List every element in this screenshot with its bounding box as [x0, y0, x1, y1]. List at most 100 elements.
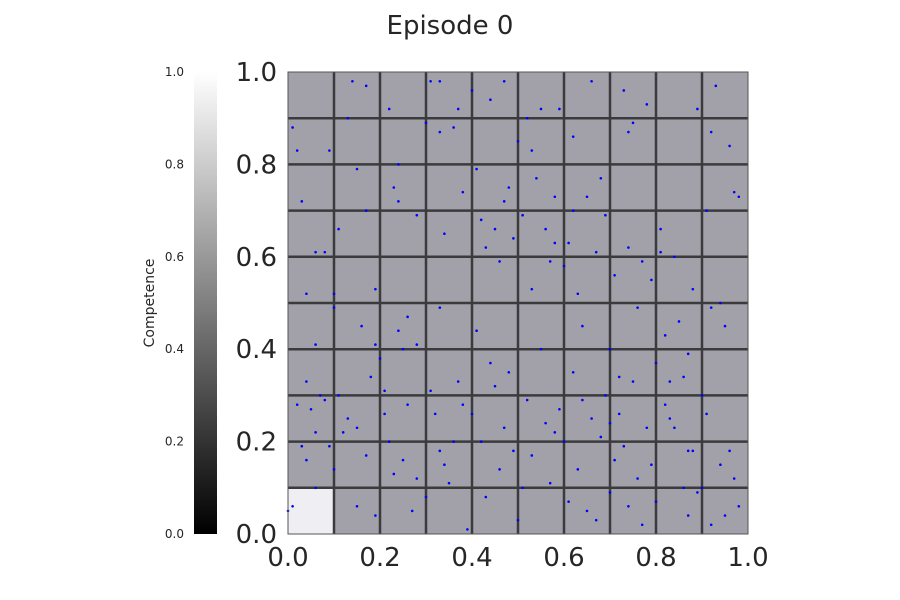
scatter-point [673, 255, 676, 259]
scatter-point [585, 509, 589, 513]
x-tick-label: 0.0 [267, 543, 308, 573]
scatter-point [502, 426, 506, 430]
scatter-point [351, 79, 354, 83]
heatmap-cell [334, 164, 380, 211]
scatter-point [622, 89, 626, 92]
x-tick-label: 0.4 [451, 543, 492, 573]
scatter-point [682, 375, 685, 379]
scatter-point [489, 98, 492, 102]
scatter-point [291, 504, 294, 508]
heatmap-cell [656, 118, 702, 165]
scatter-point [732, 190, 736, 194]
scatter-point [645, 426, 649, 430]
scatter-point [374, 343, 377, 346]
heatmap-cell [426, 164, 472, 211]
scatter-point [516, 518, 520, 522]
scatter-point [585, 195, 589, 199]
heatmap-cell [702, 256, 748, 303]
scatter-point [484, 495, 488, 499]
scatter-point [502, 79, 506, 83]
scatter-point [470, 89, 474, 92]
heatmap-cell [380, 164, 426, 211]
heatmap-cell [426, 72, 472, 119]
heatmap-cell [610, 349, 656, 396]
scatter-point [691, 287, 695, 291]
scatter-point [714, 84, 718, 88]
heatmap-cell [288, 210, 334, 257]
scatter-point [668, 380, 672, 383]
scatter-point [332, 468, 336, 471]
y-tick-label: 0.0 [236, 520, 277, 550]
y-tick-label: 0.4 [236, 335, 277, 365]
scatter-point [640, 523, 644, 527]
scatter-point [438, 79, 442, 83]
scatter-point [456, 107, 460, 111]
scatter-point [608, 347, 612, 351]
scatter-point [438, 306, 442, 309]
heatmap-cell [472, 118, 518, 165]
heatmap-cell [518, 256, 564, 303]
heatmap-cell [288, 303, 334, 350]
scatter-point [544, 227, 547, 231]
scatter-point [737, 195, 741, 199]
heatmap-cell [702, 395, 748, 442]
heatmap-cell [426, 256, 472, 303]
scatter-point [502, 200, 506, 203]
heatmap-cell [334, 349, 380, 396]
scatter-point [512, 237, 515, 240]
scatter-point [387, 440, 391, 443]
heatmap-cell [334, 441, 380, 488]
scatter-point [709, 130, 713, 134]
heatmap-cell [380, 118, 426, 165]
scatter-point [346, 417, 350, 420]
heatmap-cell [380, 303, 426, 350]
scatter-point [415, 213, 419, 217]
heatmap-cell [426, 487, 472, 534]
scatter-point [663, 403, 667, 406]
colorbar-tick-label: 0.6 [165, 250, 184, 264]
scatter-point [617, 412, 621, 416]
heatmap-cell [334, 256, 380, 303]
scatter-point [406, 403, 409, 406]
scatter-point [737, 504, 741, 508]
scatter-point [686, 449, 690, 453]
scatter-point [558, 107, 561, 111]
scatter-point [539, 347, 543, 351]
heatmap-cell [564, 72, 610, 119]
x-tick-label: 1.0 [727, 543, 768, 573]
scatter-point [438, 130, 442, 134]
scatter-point [696, 491, 699, 494]
scatter-point [608, 491, 612, 494]
scatter-point [567, 241, 570, 245]
heatmap-cell [472, 487, 518, 534]
scatter-point [530, 454, 534, 457]
scatter-point [337, 227, 340, 231]
scatter-point [305, 380, 308, 383]
heatmap-cell [334, 118, 380, 165]
scatter-point [470, 412, 474, 416]
scatter-point [461, 403, 465, 406]
scatter-point [466, 528, 469, 531]
heatmap-cell [564, 441, 610, 488]
scatter-point [562, 440, 566, 443]
heatmap-cell [518, 164, 564, 211]
chart-title: Episode 0 [387, 11, 514, 41]
scatter-point [581, 398, 584, 402]
scatter-point [686, 352, 690, 356]
scatter-point [705, 209, 708, 212]
heatmap-cell [656, 441, 702, 488]
scatter-point [627, 130, 630, 134]
heatmap-cell [656, 395, 702, 442]
scatter-point [355, 426, 359, 430]
scatter-point [636, 306, 639, 309]
scatter-point [475, 167, 478, 171]
scatter-point [654, 361, 658, 365]
scatter-point [369, 375, 373, 379]
scatter-point [493, 384, 497, 388]
heatmap-cell [610, 303, 656, 350]
heatmap-cell [288, 441, 334, 488]
heatmap-cell [472, 210, 518, 257]
colorbar-tick-label: 1.0 [165, 65, 184, 79]
scatter-point [328, 149, 331, 152]
